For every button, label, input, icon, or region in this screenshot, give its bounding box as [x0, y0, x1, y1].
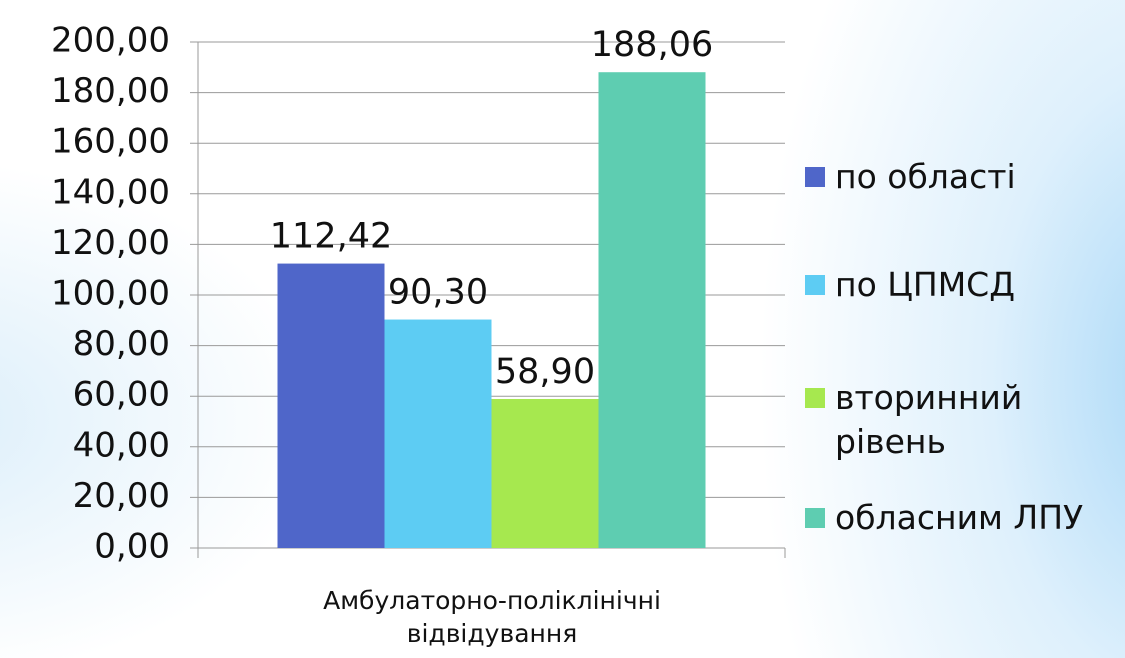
y-tick-label: 140,00: [51, 172, 170, 212]
legend-swatch: [805, 388, 825, 408]
y-tick-label: 0,00: [94, 527, 170, 567]
legend-label: по області: [835, 157, 1016, 196]
legend-label: по ЦПМСД: [835, 265, 1015, 304]
bar: [384, 319, 492, 548]
bar: [277, 263, 385, 548]
bar: [598, 72, 706, 549]
y-tick-label: 120,00: [51, 223, 170, 263]
legend-label: обласним ЛПУ: [835, 498, 1084, 537]
legend-swatch: [805, 275, 825, 295]
legend-swatch: [805, 167, 825, 187]
legend-label: вторинний рівень: [835, 378, 1023, 461]
y-tick-label: 160,00: [51, 122, 170, 162]
value-label: 188,06: [591, 25, 713, 65]
bar: [491, 398, 599, 548]
value-label: 58,90: [495, 352, 595, 392]
value-label: 112,42: [270, 217, 392, 257]
y-tick-label: 60,00: [73, 375, 170, 415]
y-tick-label: 80,00: [73, 324, 170, 364]
y-tick-label: 180,00: [51, 71, 170, 111]
legend-swatch: [805, 508, 825, 528]
x-tick-label: Амбулаторно-поліклінічні відвідування: [323, 586, 661, 648]
y-tick-label: 20,00: [73, 476, 170, 516]
y-tick-label: 100,00: [51, 274, 170, 314]
y-tick-label: 40,00: [73, 425, 170, 465]
value-label: 90,30: [388, 273, 488, 313]
y-tick-label: 200,00: [51, 21, 170, 61]
